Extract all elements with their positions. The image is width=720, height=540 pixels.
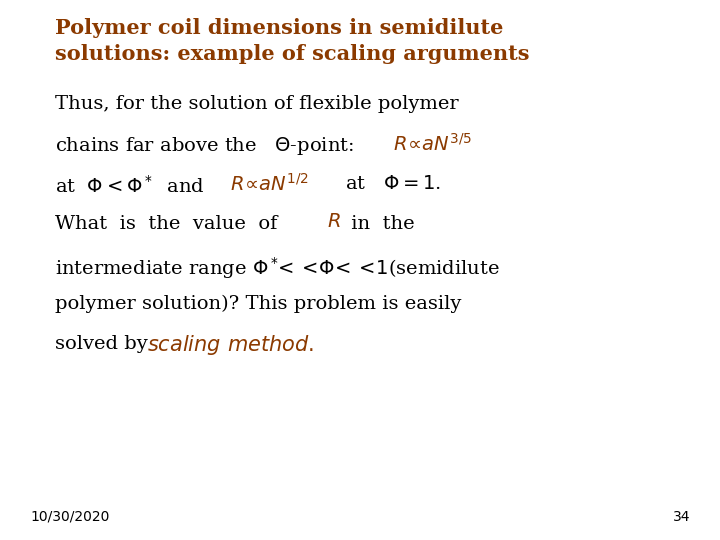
- Text: polymer solution)? This problem is easily: polymer solution)? This problem is easil…: [55, 295, 462, 313]
- Text: 34: 34: [672, 510, 690, 524]
- Text: at  $\Phi < \Phi^*$  and: at $\Phi < \Phi^*$ and: [55, 175, 205, 197]
- Text: What  is  the  value  of: What is the value of: [55, 215, 277, 233]
- Text: solutions: example of scaling arguments: solutions: example of scaling arguments: [55, 44, 529, 64]
- Text: Polymer coil dimensions in semidilute: Polymer coil dimensions in semidilute: [55, 18, 503, 38]
- Text: $\mathit{R}$: $\mathit{R}$: [327, 213, 341, 231]
- Text: $\mathit{R}\!\propto\!\mathit{a}N^{3/5}$: $\mathit{R}\!\propto\!\mathit{a}N^{3/5}$: [393, 133, 472, 155]
- Text: solved by: solved by: [55, 335, 154, 353]
- Text: $\mathit{scaling\ method.}$: $\mathit{scaling\ method.}$: [147, 333, 314, 357]
- Text: intermediate range $\Phi^*\!\!<<\!\Phi\!<<\!1$(semidilute: intermediate range $\Phi^*\!\!<<\!\Phi\!…: [55, 255, 500, 281]
- Text: Thus, for the solution of flexible polymer: Thus, for the solution of flexible polym…: [55, 95, 459, 113]
- Text: in  the: in the: [345, 215, 415, 233]
- Text: chains far above the   $\Theta$-point:: chains far above the $\Theta$-point:: [55, 135, 356, 157]
- Text: 10/30/2020: 10/30/2020: [30, 510, 109, 524]
- Text: $\mathit{R}\!\propto\!\mathit{a}N^{1/2}$: $\mathit{R}\!\propto\!\mathit{a}N^{1/2}$: [230, 173, 309, 195]
- Text: at   $\Phi = 1$.: at $\Phi = 1$.: [345, 175, 441, 193]
